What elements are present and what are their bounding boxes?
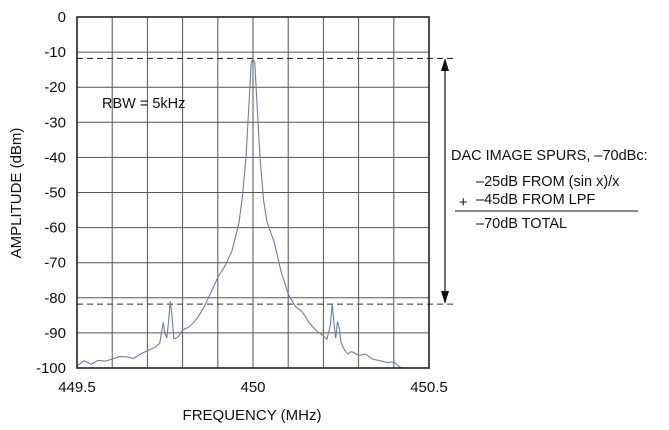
spur-line-sinx: –25dB FROM (sin x)/x [476, 174, 620, 190]
y-tick-label-6: -60 [44, 220, 66, 237]
y-tick-label-8: -80 [44, 290, 66, 307]
y-tick-label-7: -70 [44, 255, 66, 272]
x-tick-label-2: 450.5 [410, 379, 448, 396]
spur-total: –70dB TOTAL [476, 216, 567, 232]
spurs-title: DAC IMAGE SPURS, –70dBc: [451, 148, 648, 164]
plot-grid [76, 16, 430, 369]
y-tick-label-0: 0 [58, 9, 66, 26]
spur-line-lpf: –45dB FROM LPF [476, 192, 595, 208]
x-axis-label: FREQUENCY (MHz) [183, 407, 322, 424]
plus-sign: + [459, 195, 467, 211]
x-tick-labels: 449.5 450 450.5 [58, 379, 448, 396]
rbw-annotation: RBW = 5kHz [102, 96, 185, 112]
plot-frame [76, 16, 430, 369]
spur-arrow [441, 58, 449, 304]
reference-lines [77, 57, 455, 305]
y-tick-label-10: -100 [36, 360, 66, 377]
spectrum-trace [76, 57, 429, 369]
y-tick-label-4: -40 [44, 149, 66, 166]
x-tick-label-1: 450 [240, 379, 265, 396]
y-axis-label: AMPLITUDE (dBm) [8, 128, 25, 259]
y-tick-label-9: -90 [44, 325, 66, 342]
y-tick-label-1: -10 [44, 44, 66, 61]
x-tick-label-0: 449.5 [58, 379, 96, 396]
y-tick-labels: 0 -10 -20 -30 -40 -50 -60 -70 -80 -90 -100 [36, 9, 66, 377]
y-tick-label-5: -50 [44, 185, 66, 202]
y-tick-label-3: -30 [44, 114, 66, 131]
y-tick-label-2: -20 [44, 79, 66, 96]
